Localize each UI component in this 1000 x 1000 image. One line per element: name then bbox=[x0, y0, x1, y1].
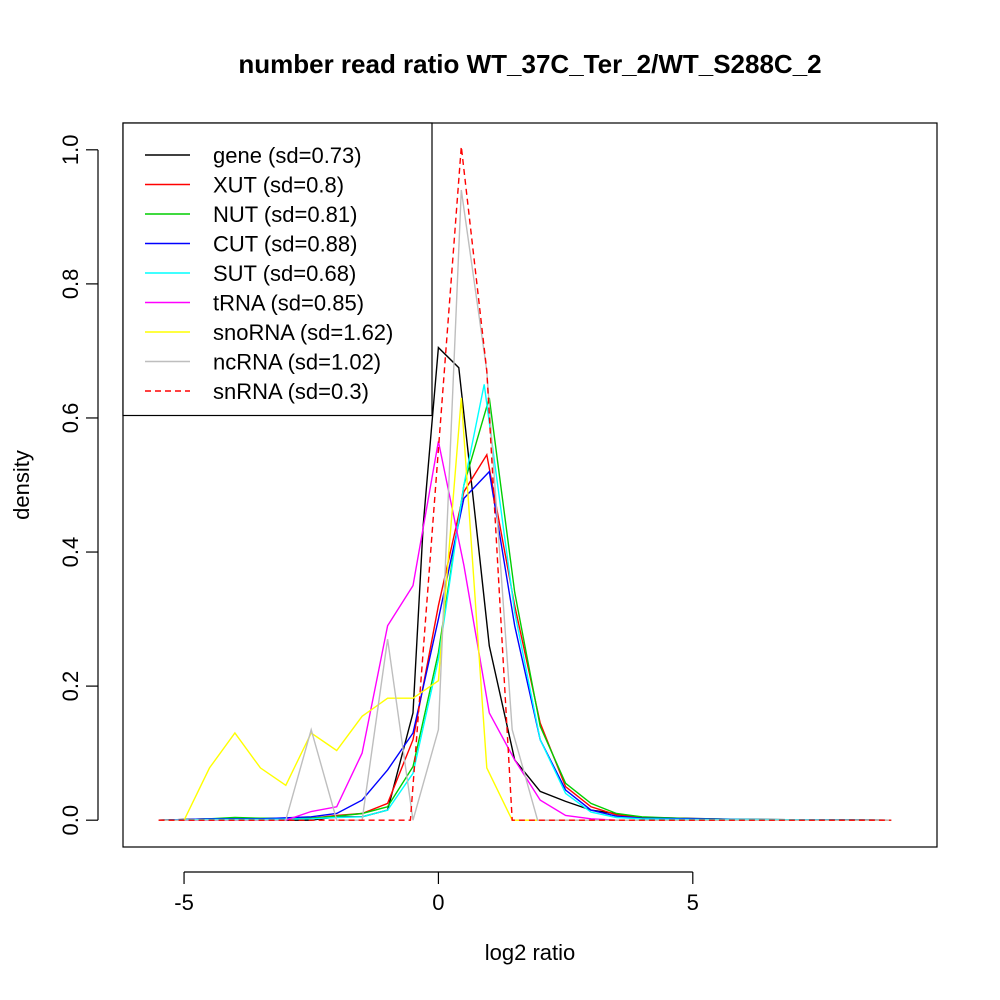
series-line-5 bbox=[158, 441, 892, 821]
y-tick-label: 0.8 bbox=[58, 269, 83, 300]
legend-entry: XUT (sd=0.8) bbox=[213, 173, 344, 198]
x-tick-label: 0 bbox=[432, 890, 444, 915]
series-line-0 bbox=[158, 346, 892, 821]
axes-layer: -5 0 5 0.0 0.2 0.4 0.6 0.8 1.0 bbox=[58, 135, 699, 915]
legend-entry: CUT (sd=0.88) bbox=[213, 232, 357, 257]
legend-entry: ncRNA (sd=1.02) bbox=[213, 350, 381, 375]
legend-entry: snoRNA (sd=1.62) bbox=[213, 320, 393, 345]
y-tick-label: 0.4 bbox=[58, 537, 83, 568]
plot-frame bbox=[122, 122, 938, 848]
x-tick-label: -5 bbox=[174, 890, 194, 915]
series-line-3 bbox=[158, 470, 892, 821]
legend-entry: SUT (sd=0.68) bbox=[213, 261, 356, 286]
legend-entry: tRNA (sd=0.85) bbox=[213, 291, 364, 316]
series-line-6 bbox=[158, 397, 892, 821]
series-line-7 bbox=[158, 189, 892, 821]
y-tick-label: 0.6 bbox=[58, 403, 83, 434]
y-axis-label: density bbox=[9, 450, 34, 520]
x-axis-label: log2 ratio bbox=[485, 940, 576, 965]
legend-entry: NUT (sd=0.81) bbox=[213, 202, 357, 227]
series-layer bbox=[158, 146, 892, 821]
series-line-1 bbox=[158, 452, 892, 821]
series-line-2 bbox=[158, 397, 892, 821]
legend: gene (sd=0.73) XUT (sd=0.8) NUT (sd=0.81) C… bbox=[122, 122, 433, 417]
series-line-4 bbox=[158, 384, 892, 821]
y-tick-label: 0.0 bbox=[58, 805, 83, 836]
x-tick-label: 5 bbox=[687, 890, 699, 915]
y-tick-label: 1.0 bbox=[58, 135, 83, 166]
y-tick-label: 0.2 bbox=[58, 671, 83, 702]
legend-box bbox=[122, 122, 433, 417]
series-line-8 bbox=[158, 146, 892, 821]
legend-entry: snRNA (sd=0.3) bbox=[213, 379, 369, 404]
chart-title: number read ratio WT_37C_Ter_2/WT_S288C_… bbox=[238, 49, 821, 79]
legend-entry: gene (sd=0.73) bbox=[213, 143, 362, 168]
